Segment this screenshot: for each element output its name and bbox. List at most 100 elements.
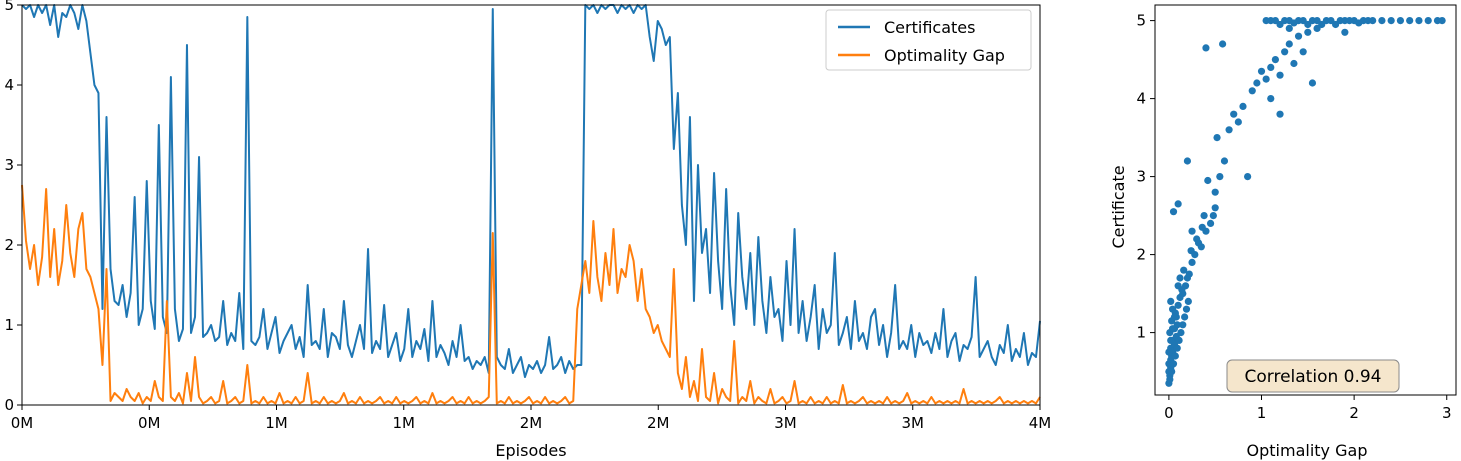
- scatter-point: [1165, 348, 1173, 356]
- scatter-point: [1185, 270, 1193, 278]
- x-tick-label: 0M: [11, 414, 34, 432]
- scatter-point: [1216, 173, 1224, 181]
- x-tick-label: 0: [1164, 404, 1174, 422]
- scatter-point: [1206, 219, 1215, 227]
- scatter-point: [1406, 17, 1414, 25]
- scatter-xlabel: Optimality Gap: [1247, 441, 1368, 460]
- y-tick-label: 4: [1136, 90, 1146, 108]
- scatter-point: [1204, 176, 1212, 185]
- scatter-point: [1313, 24, 1321, 32]
- scatter-point: [1257, 67, 1266, 75]
- scatter-point: [1169, 208, 1178, 216]
- y-tick-label: 3: [4, 156, 14, 174]
- x-tick-label: 1M: [265, 414, 288, 432]
- x-tick-label: 2M: [647, 414, 670, 432]
- scatter-points-group: [1165, 17, 1446, 387]
- scatter-point: [1174, 301, 1182, 309]
- x-tick-label: 4M: [1029, 414, 1052, 432]
- annotation-box: [1226, 359, 1400, 393]
- scatter-point: [1182, 305, 1191, 313]
- scatter-point: [1267, 95, 1275, 103]
- scatter-point: [1276, 110, 1284, 118]
- scatter-point: [1179, 321, 1187, 329]
- scatter-point: [1220, 157, 1229, 165]
- scatter-point: [1209, 212, 1217, 220]
- y-tick-label: 3: [1136, 168, 1146, 186]
- scatter-point: [1424, 17, 1432, 25]
- scatter-point: [1169, 325, 1177, 333]
- scatter-point: [1166, 375, 1174, 383]
- scatter-point: [1369, 17, 1377, 25]
- scatter-point: [1188, 227, 1196, 235]
- scatter-point: [1396, 17, 1405, 25]
- scatter-point: [1168, 368, 1176, 376]
- scatter-point: [1167, 297, 1175, 305]
- legend-box: [825, 9, 1032, 71]
- scatter-point: [1213, 134, 1221, 142]
- scatter-point: [1239, 102, 1247, 110]
- x-tick-label: 1: [1257, 404, 1267, 422]
- scatter-point: [1244, 173, 1252, 181]
- scatter-point: [1271, 56, 1279, 64]
- scatter-point: [1438, 17, 1446, 25]
- scatter-chart: 1 2 3 4 5 0 1 2 3 Optimality Gap Certificate Co…: [1109, 4, 1457, 460]
- line-chart-xlabel: Episodes: [495, 441, 566, 460]
- scatter-point: [1248, 87, 1256, 95]
- y-tick-label: 5: [4, 0, 14, 14]
- x-tick-label: 3M: [902, 414, 925, 432]
- scatter-point: [1173, 344, 1181, 352]
- scatter-point: [1341, 28, 1349, 36]
- scatter-point: [1211, 204, 1219, 212]
- series-line-optimality-gap: [21, 184, 1041, 405]
- scatter-point: [1299, 48, 1307, 56]
- scatter-point: [1308, 79, 1317, 87]
- scatter-point: [1290, 59, 1298, 68]
- scatter-point: [1194, 239, 1203, 247]
- scatter-point: [1171, 352, 1179, 360]
- x-tick-label: 3M: [774, 414, 797, 432]
- line-chart-x-axis: 0M 0M 1M 1M 2M 2M 3M 3M 4M: [11, 405, 1052, 432]
- scatter-point: [1387, 17, 1395, 25]
- scatter-point: [1175, 336, 1183, 344]
- x-tick-label: 0M: [138, 414, 161, 432]
- scatter-point: [1181, 313, 1189, 321]
- scatter-point: [1170, 313, 1179, 321]
- scatter-point: [1169, 360, 1178, 368]
- y-tick-label: 4: [4, 76, 14, 94]
- scatter-chart-frame: [1154, 4, 1457, 396]
- scatter-point: [1167, 336, 1175, 344]
- scatter-point: [1180, 266, 1188, 274]
- scatter-point: [1211, 188, 1219, 196]
- y-tick-label: 5: [1136, 12, 1146, 30]
- x-tick-label: 1M: [393, 414, 416, 432]
- scatter-point: [1176, 274, 1184, 282]
- scatter-point: [1304, 28, 1312, 36]
- legend-label-optimality-gap: Optimality Gap: [884, 46, 1005, 65]
- scatter-point: [1262, 75, 1270, 83]
- scatter-point: [1234, 118, 1242, 126]
- scatter-point: [1184, 297, 1192, 305]
- scatter-point: [1174, 282, 1182, 290]
- scatter-point: [1281, 48, 1289, 56]
- scatter-point: [1415, 17, 1423, 25]
- scatter-point: [1188, 258, 1196, 266]
- scatter-point: [1285, 24, 1293, 32]
- scatter-point: [1294, 32, 1303, 40]
- scatter-x-axis: 0 1 2 3: [1164, 395, 1452, 422]
- scatter-point: [1253, 79, 1261, 87]
- scatter-point: [1174, 200, 1182, 208]
- annotation-text: Correlation 0.94: [1245, 367, 1382, 387]
- scatter-point: [1225, 126, 1233, 134]
- scatter-point: [1198, 223, 1206, 231]
- line-series-group: [21, 4, 1041, 405]
- y-tick-label: 2: [1136, 246, 1146, 264]
- legend-label-certificates: Certificates: [884, 18, 975, 37]
- line-chart: 0 1 2 3 4 5 0M 0M 1M 1M 2M 2M 3M 3M 4M Episodes Certi…: [4, 0, 1051, 460]
- scatter-point: [1202, 44, 1210, 52]
- scatter-point: [1187, 247, 1195, 255]
- scatter-point: [1219, 40, 1227, 48]
- y-tick-label: 1: [1136, 324, 1146, 342]
- x-tick-label: 3: [1442, 404, 1452, 422]
- legend: Certificates Optimality Gap: [825, 9, 1032, 71]
